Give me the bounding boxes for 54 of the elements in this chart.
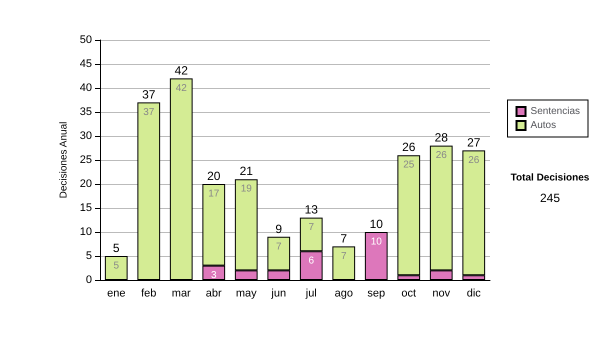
y-tick-label: 5	[86, 250, 92, 262]
text: 245	[540, 191, 560, 205]
x-tick-label: oct	[401, 288, 416, 300]
total-label: 26	[402, 140, 416, 154]
total-label: 13	[304, 202, 318, 217]
y-tick-label: 15	[80, 202, 92, 214]
total-label: 20	[207, 169, 221, 183]
data-label: 10	[370, 236, 382, 248]
x-tick-label: may	[236, 288, 258, 300]
x-tick-label: dic	[466, 288, 482, 300]
y-tick-label: 25	[80, 154, 92, 166]
total-label: 7	[340, 231, 348, 246]
x-tick-label: ene	[107, 288, 126, 300]
y-axis-title: Decisiones Anual	[58, 122, 70, 198]
x-tick-label: nov	[432, 288, 451, 300]
y-tick-label: 30	[80, 130, 92, 142]
y-tick-label: 35	[80, 106, 92, 118]
total-label: 9	[275, 222, 282, 236]
x-tick-label: ago	[334, 288, 353, 300]
x-tick-label: jul	[304, 288, 317, 300]
data-label: 26	[436, 150, 448, 162]
y-tick-label: 40	[80, 82, 92, 94]
total-label: 37	[142, 87, 156, 102]
data-label: 42	[176, 82, 188, 94]
x-tick-label: mar	[172, 288, 192, 300]
data-label: 6	[308, 256, 314, 267]
y-tick-label: 20	[80, 178, 92, 190]
data-label: 25	[403, 160, 415, 171]
x-tick-label: feb	[141, 288, 156, 300]
text: Total Decisiones	[510, 172, 590, 184]
legend-label: Sentencias	[530, 106, 580, 117]
data-label: 3	[210, 270, 217, 282]
data-label: 37	[143, 106, 155, 118]
legend-label: Autos	[530, 120, 556, 131]
data-label: 7	[276, 241, 282, 252]
total-label: 5	[112, 241, 120, 255]
total-label: 27	[467, 135, 481, 150]
data-label: 19	[240, 184, 252, 195]
total-label: 10	[370, 217, 384, 231]
y-tick-label: 10	[80, 226, 92, 238]
data-label: 5	[113, 260, 120, 272]
y-tick-label: 45	[80, 58, 92, 70]
total-label: 42	[174, 63, 188, 78]
data-label: 7	[308, 222, 314, 234]
data-label: 26	[468, 154, 480, 166]
total-label: 28	[434, 130, 448, 145]
x-tick-label: jun	[270, 288, 286, 300]
y-tick-label: 0	[86, 274, 92, 286]
x-tick-label: sep	[367, 288, 386, 300]
y-tick-label: 50	[80, 34, 92, 46]
data-label: 17	[208, 188, 220, 200]
data-label: 7	[340, 250, 347, 262]
total-label: 21	[240, 164, 254, 178]
x-tick-label: abr	[206, 288, 222, 300]
